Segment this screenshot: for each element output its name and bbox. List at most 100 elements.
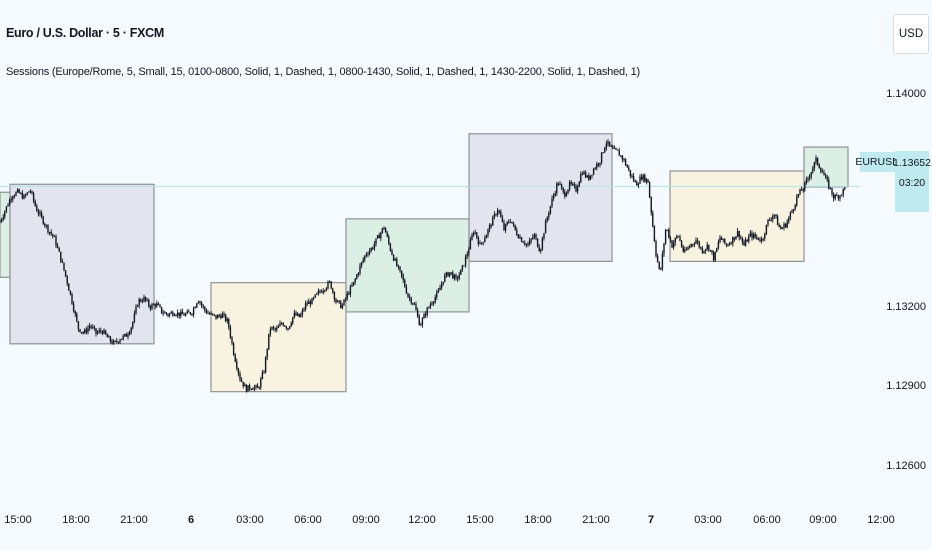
candle-body bbox=[100, 330, 102, 332]
currency-selector[interactable]: USD bbox=[893, 14, 929, 54]
candle bbox=[500, 209, 502, 218]
candle bbox=[127, 332, 129, 340]
x-tick-label: 21:00 bbox=[120, 514, 148, 526]
candle bbox=[24, 193, 27, 198]
candle-body bbox=[535, 234, 537, 239]
candle-body bbox=[170, 312, 172, 314]
candle bbox=[548, 211, 550, 221]
candle bbox=[797, 193, 800, 199]
candle-body bbox=[34, 200, 36, 207]
candle bbox=[786, 219, 788, 229]
candle bbox=[60, 251, 62, 264]
candle-body bbox=[306, 303, 308, 305]
chart-title: Euro / U.S. Dollar · 5 · FXCM bbox=[6, 26, 164, 40]
candle-body bbox=[50, 231, 52, 234]
candle bbox=[445, 271, 448, 278]
candle bbox=[101, 330, 104, 336]
candle bbox=[570, 180, 572, 186]
candle-body bbox=[493, 214, 496, 217]
candle bbox=[13, 194, 16, 199]
candle-body bbox=[90, 325, 92, 328]
indicator-label[interactable]: Sessions (Europe/Rome, 5, Small, 15, 010… bbox=[6, 66, 641, 78]
candle bbox=[34, 199, 36, 207]
candle bbox=[66, 275, 68, 287]
candle-body bbox=[743, 241, 745, 246]
candle bbox=[159, 303, 161, 308]
candle bbox=[223, 311, 225, 318]
candle-body bbox=[80, 332, 83, 334]
candle-body bbox=[692, 244, 694, 246]
candle bbox=[506, 220, 508, 226]
candle bbox=[204, 306, 206, 313]
candle bbox=[760, 236, 763, 244]
candle bbox=[672, 240, 675, 250]
candle bbox=[842, 188, 844, 198]
candle-body bbox=[679, 236, 681, 241]
candle-body bbox=[508, 221, 510, 223]
candle-body bbox=[282, 323, 284, 326]
candle bbox=[23, 193, 25, 200]
candle-body bbox=[303, 309, 305, 311]
candle bbox=[487, 228, 489, 238]
session-box-newyork-3 bbox=[345, 218, 470, 313]
price-tag-value: 1.13652 bbox=[893, 157, 931, 169]
candle bbox=[175, 314, 177, 317]
candle-body bbox=[684, 249, 686, 252]
candle-body bbox=[300, 314, 302, 317]
candle-body bbox=[167, 314, 169, 316]
candle bbox=[248, 383, 251, 391]
candle bbox=[732, 236, 734, 247]
candle-body bbox=[292, 317, 294, 324]
candle bbox=[160, 306, 163, 314]
candle bbox=[373, 241, 376, 251]
candle-body bbox=[376, 235, 379, 239]
candle-body bbox=[482, 242, 484, 244]
candle bbox=[119, 338, 121, 344]
candle bbox=[316, 292, 318, 295]
candle-body bbox=[429, 304, 432, 308]
candle-body bbox=[130, 327, 132, 333]
candle-body bbox=[338, 300, 340, 302]
candle-body bbox=[805, 179, 808, 183]
candle bbox=[128, 330, 131, 336]
candle-body bbox=[442, 281, 444, 284]
candle bbox=[429, 301, 432, 310]
candle-body bbox=[832, 194, 835, 199]
candle bbox=[311, 297, 313, 305]
candle-body bbox=[228, 319, 230, 328]
candle bbox=[405, 284, 408, 295]
candle bbox=[824, 173, 827, 179]
candle-body bbox=[572, 183, 574, 185]
candle bbox=[207, 310, 209, 314]
chart-area[interactable] bbox=[0, 0, 860, 550]
candle-body bbox=[461, 265, 464, 270]
session-box-newyork-0 bbox=[0, 191, 11, 278]
candle-body bbox=[106, 334, 108, 338]
candle bbox=[535, 233, 537, 241]
candle-body bbox=[356, 274, 358, 280]
candle bbox=[484, 235, 486, 243]
candle bbox=[807, 176, 809, 183]
candle-body bbox=[744, 240, 747, 246]
candle-body bbox=[351, 285, 353, 287]
candle bbox=[792, 208, 795, 214]
candle-body bbox=[272, 327, 275, 329]
candle bbox=[58, 247, 60, 252]
candlestick-chart[interactable] bbox=[0, 0, 860, 550]
candle bbox=[693, 241, 696, 248]
candle-body bbox=[268, 333, 270, 350]
candle bbox=[832, 192, 835, 202]
candle bbox=[826, 174, 828, 183]
candle bbox=[605, 140, 608, 151]
candle-body bbox=[341, 305, 344, 309]
candle bbox=[666, 229, 668, 232]
candle bbox=[266, 348, 268, 361]
candle bbox=[592, 167, 595, 176]
candle bbox=[589, 175, 592, 181]
candle-body bbox=[116, 340, 118, 342]
candle-body bbox=[748, 235, 750, 242]
candle-body bbox=[776, 216, 779, 226]
candle bbox=[234, 353, 236, 363]
candle-body bbox=[685, 249, 688, 251]
candle bbox=[200, 301, 203, 309]
